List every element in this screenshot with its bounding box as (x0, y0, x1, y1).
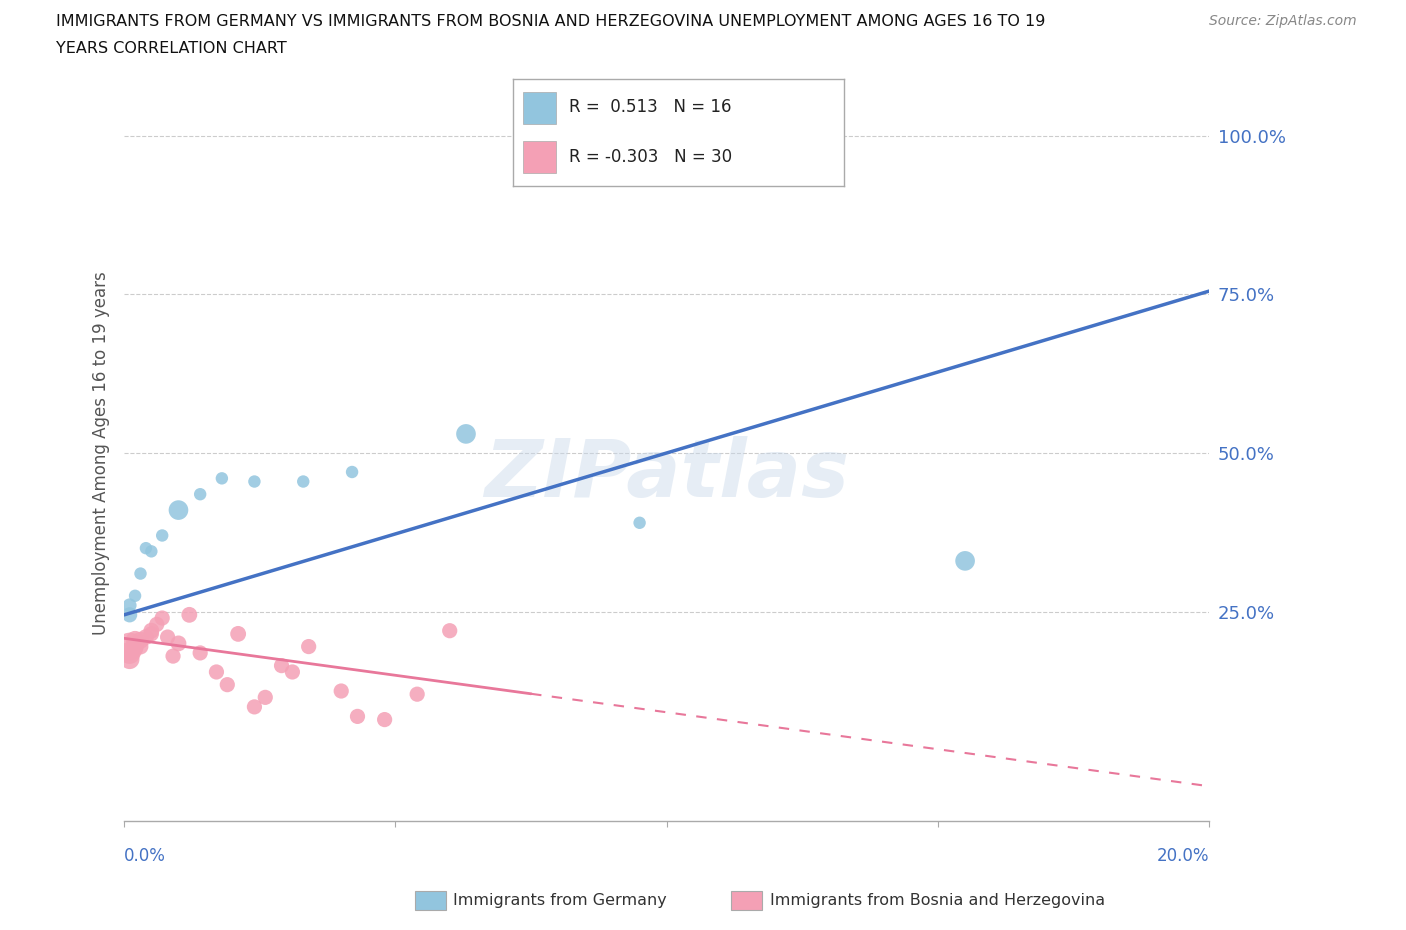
Y-axis label: Unemployment Among Ages 16 to 19 years: Unemployment Among Ages 16 to 19 years (93, 271, 110, 635)
Point (406, 686, 429, 701)
Point (205, 665, 228, 680)
Point (118, 645, 141, 660)
Text: R = -0.303   N = 30: R = -0.303 N = 30 (569, 148, 733, 166)
Text: 0.0%: 0.0% (124, 846, 166, 865)
Text: YEARS CORRELATION CHART: YEARS CORRELATION CHART (56, 41, 287, 56)
Point (141, 544, 163, 559)
Point (953, 553, 976, 568)
Text: 20.0%: 20.0% (1157, 846, 1209, 865)
Point (243, 699, 266, 714)
Point (281, 665, 304, 680)
Point (211, 471, 233, 485)
Point (145, 617, 167, 631)
Point (150, 528, 173, 543)
Point (167, 502, 190, 517)
Text: Source: ZipAtlas.com: Source: ZipAtlas.com (1209, 14, 1357, 28)
Point (254, 690, 277, 705)
Point (628, 515, 651, 530)
Point (129, 632, 152, 647)
Point (118, 652, 141, 667)
Point (150, 611, 173, 626)
Point (141, 627, 163, 642)
Point (118, 598, 141, 613)
Point (129, 566, 152, 581)
Text: Immigrants from Germany: Immigrants from Germany (453, 893, 666, 908)
Point (188, 645, 211, 660)
Point (118, 639, 141, 654)
Point (243, 474, 266, 489)
Point (124, 639, 146, 654)
Point (292, 474, 315, 489)
Point (118, 607, 141, 622)
Point (346, 709, 368, 724)
Point (124, 589, 146, 604)
Text: ZIPatlas: ZIPatlas (484, 436, 849, 514)
Point (270, 658, 292, 673)
Point (298, 639, 321, 654)
Point (135, 630, 157, 644)
Point (124, 632, 146, 647)
Text: IMMIGRANTS FROM GERMANY VS IMMIGRANTS FROM BOSNIA AND HERZEGOVINA UNEMPLOYMENT A: IMMIGRANTS FROM GERMANY VS IMMIGRANTS FR… (56, 14, 1046, 29)
Point (226, 627, 249, 642)
Point (135, 540, 157, 555)
FancyBboxPatch shape (523, 141, 557, 173)
FancyBboxPatch shape (523, 92, 557, 124)
Point (340, 465, 363, 480)
Point (162, 648, 184, 663)
Point (156, 630, 179, 644)
Point (374, 712, 396, 727)
Point (129, 639, 152, 654)
Point (167, 636, 190, 651)
Point (454, 427, 477, 442)
Point (330, 684, 353, 698)
Point (217, 677, 239, 692)
Point (439, 623, 461, 638)
Text: Immigrants from Bosnia and Herzegovina: Immigrants from Bosnia and Herzegovina (770, 893, 1105, 908)
Point (141, 623, 163, 638)
Text: R =  0.513   N = 16: R = 0.513 N = 16 (569, 99, 733, 116)
Point (179, 607, 201, 622)
Point (188, 486, 211, 501)
